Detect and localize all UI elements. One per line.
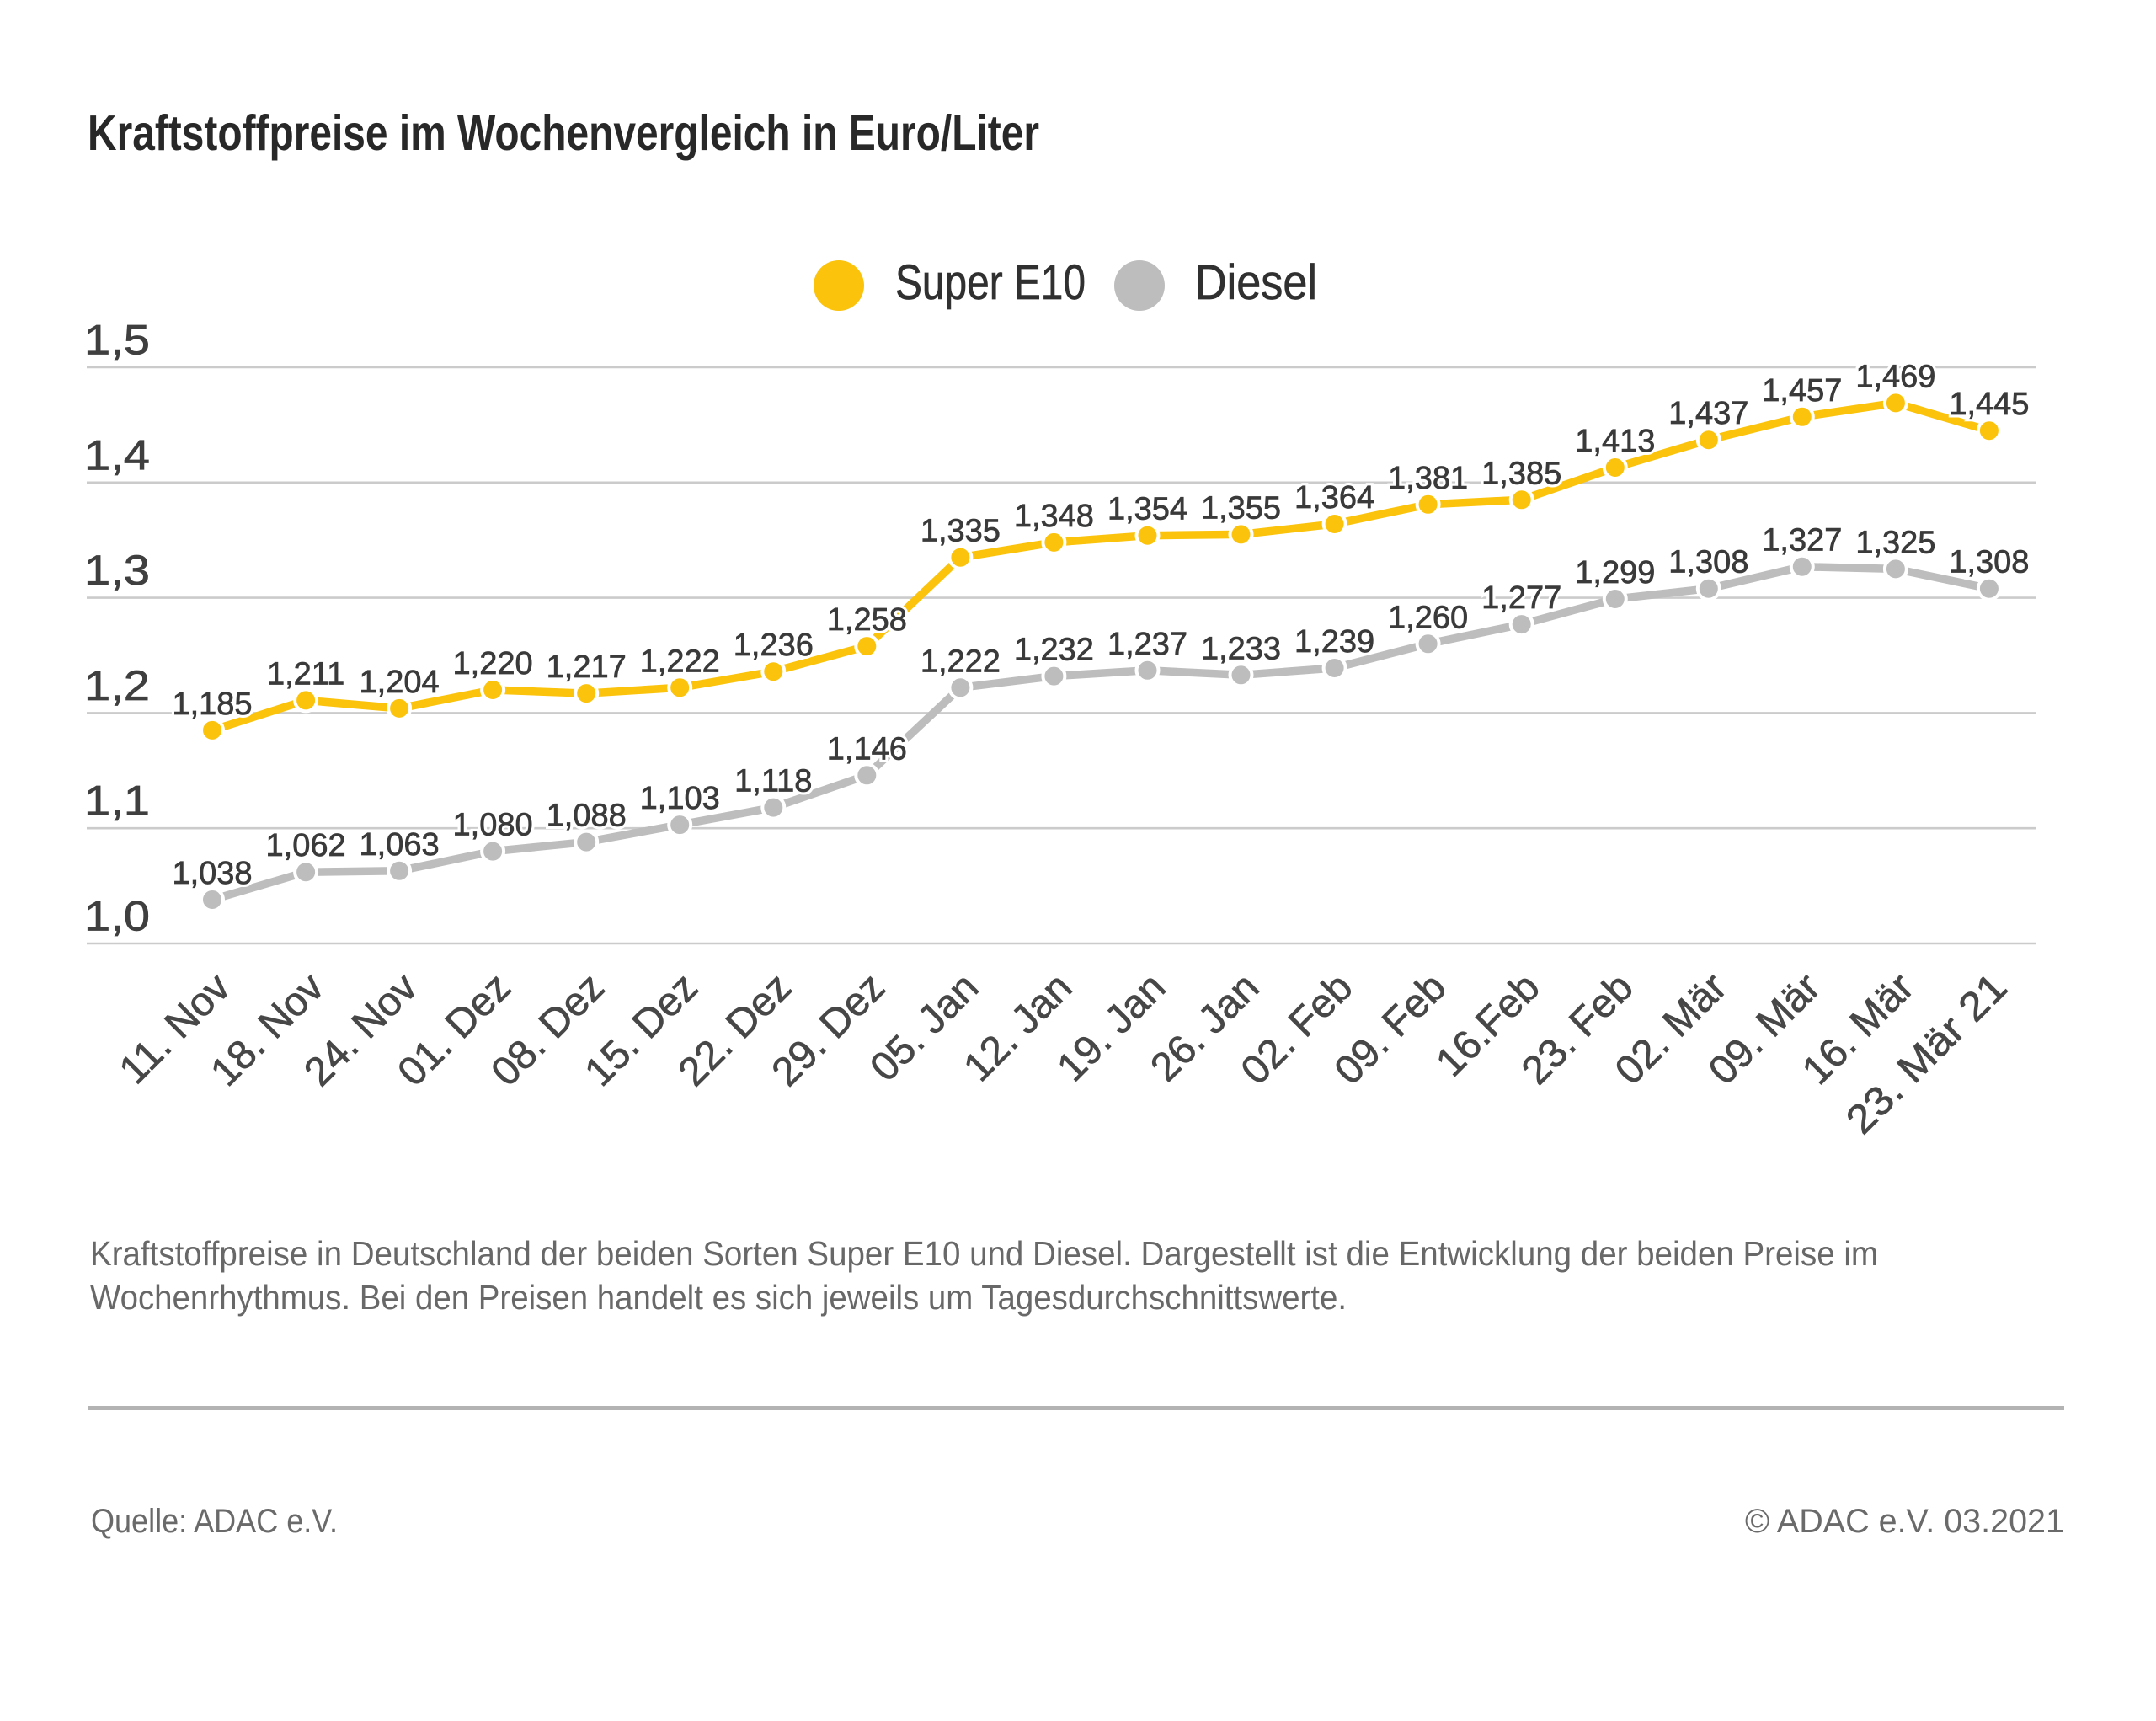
svg-text:1,118: 1,118 xyxy=(734,764,812,799)
svg-text:1,220: 1,220 xyxy=(453,646,533,681)
svg-text:1,258: 1,258 xyxy=(827,602,907,638)
svg-text:1,103: 1,103 xyxy=(640,781,720,816)
svg-text:1,222: 1,222 xyxy=(921,644,1001,679)
svg-text:1,239: 1,239 xyxy=(1294,624,1374,660)
svg-text:1,211: 1,211 xyxy=(267,656,344,692)
svg-text:1,348: 1,348 xyxy=(1014,499,1094,534)
svg-text:1,354: 1,354 xyxy=(1107,492,1187,527)
svg-text:1,381: 1,381 xyxy=(1388,461,1468,496)
svg-text:1,413: 1,413 xyxy=(1575,424,1655,459)
svg-text:1,062: 1,062 xyxy=(266,828,346,863)
svg-text:Kraftstoffpreise in Deutschlan: Kraftstoffpreise in Deutschland der beid… xyxy=(90,1234,1878,1273)
svg-text:1,062: 1,062 xyxy=(266,828,346,863)
svg-text:1,299: 1,299 xyxy=(1575,555,1655,591)
svg-text:Quelle: ADAC e.V.: Quelle: ADAC e.V. xyxy=(91,1503,338,1540)
svg-text:1,445: 1,445 xyxy=(1949,387,2029,422)
svg-text:1,204: 1,204 xyxy=(360,665,440,700)
svg-text:1,211: 1,211 xyxy=(267,656,344,692)
svg-text:1,308: 1,308 xyxy=(1668,545,1748,580)
svg-text:1,385: 1,385 xyxy=(1481,456,1561,491)
svg-text:1,437: 1,437 xyxy=(1668,396,1748,431)
svg-text:1,146: 1,146 xyxy=(827,731,907,767)
svg-text:1,146: 1,146 xyxy=(827,731,907,767)
svg-text:1,364: 1,364 xyxy=(1294,480,1374,516)
svg-text:1,236: 1,236 xyxy=(734,628,814,663)
svg-text:1,445: 1,445 xyxy=(1949,387,2029,422)
svg-text:1,308: 1,308 xyxy=(1949,545,2029,580)
svg-text:1,437: 1,437 xyxy=(1668,396,1748,431)
svg-text:1,222: 1,222 xyxy=(640,644,720,679)
svg-text:1,335: 1,335 xyxy=(921,514,1001,549)
svg-text:© ADAC e.V. 03.2021: © ADAC e.V. 03.2021 xyxy=(1745,1503,2064,1540)
svg-text:1,1: 1,1 xyxy=(84,778,150,825)
svg-text:1,118: 1,118 xyxy=(734,764,812,799)
svg-text:1,204: 1,204 xyxy=(360,665,440,700)
svg-text:1,457: 1,457 xyxy=(1762,373,1842,409)
svg-text:1,469: 1,469 xyxy=(1855,359,1935,394)
svg-text:1,299: 1,299 xyxy=(1575,555,1655,591)
svg-text:Kraftstoffpreise im Wochenverg: Kraftstoffpreise im Wochenvergleich in E… xyxy=(88,105,1039,161)
svg-text:1,327: 1,327 xyxy=(1762,523,1842,559)
svg-text:1,258: 1,258 xyxy=(827,602,907,638)
svg-text:1,233: 1,233 xyxy=(1201,631,1281,666)
svg-text:1,063: 1,063 xyxy=(360,827,440,863)
svg-text:Wochenrhythmus. Bei den Preise: Wochenrhythmus. Bei den Preisen handelt … xyxy=(90,1278,1347,1317)
svg-text:1,355: 1,355 xyxy=(1201,490,1281,526)
svg-text:1,277: 1,277 xyxy=(1481,580,1561,616)
svg-text:1,325: 1,325 xyxy=(1855,525,1935,560)
svg-text:1,3: 1,3 xyxy=(84,547,150,594)
svg-text:1,185: 1,185 xyxy=(172,687,252,722)
svg-text:1,348: 1,348 xyxy=(1014,499,1094,534)
svg-text:1,088: 1,088 xyxy=(547,799,627,834)
svg-text:1,236: 1,236 xyxy=(734,628,814,663)
svg-text:1,2: 1,2 xyxy=(84,662,150,709)
svg-text:Diesel: Diesel xyxy=(1195,255,1317,310)
svg-text:1,080: 1,080 xyxy=(453,808,533,843)
svg-text:1,038: 1,038 xyxy=(172,856,252,891)
svg-text:1,232: 1,232 xyxy=(1014,633,1094,668)
svg-text:1,088: 1,088 xyxy=(547,799,627,834)
svg-text:1,237: 1,237 xyxy=(1107,627,1187,662)
svg-text:1,222: 1,222 xyxy=(640,644,720,679)
svg-text:1,217: 1,217 xyxy=(547,649,627,685)
svg-text:1,5: 1,5 xyxy=(84,317,150,364)
svg-text:1,0: 1,0 xyxy=(84,893,150,940)
svg-text:1,232: 1,232 xyxy=(1014,633,1094,668)
svg-text:1,413: 1,413 xyxy=(1575,424,1655,459)
svg-text:1,233: 1,233 xyxy=(1201,631,1281,666)
svg-text:1,080: 1,080 xyxy=(453,808,533,843)
svg-text:1,469: 1,469 xyxy=(1855,359,1935,394)
svg-text:1,4: 1,4 xyxy=(84,431,150,478)
svg-text:1,260: 1,260 xyxy=(1388,600,1468,635)
svg-text:1,260: 1,260 xyxy=(1388,600,1468,635)
svg-text:Super E10: Super E10 xyxy=(895,255,1086,310)
svg-text:1,237: 1,237 xyxy=(1107,627,1187,662)
svg-text:1,364: 1,364 xyxy=(1294,480,1374,516)
svg-text:1,220: 1,220 xyxy=(453,646,533,681)
svg-text:1,308: 1,308 xyxy=(1668,545,1748,580)
